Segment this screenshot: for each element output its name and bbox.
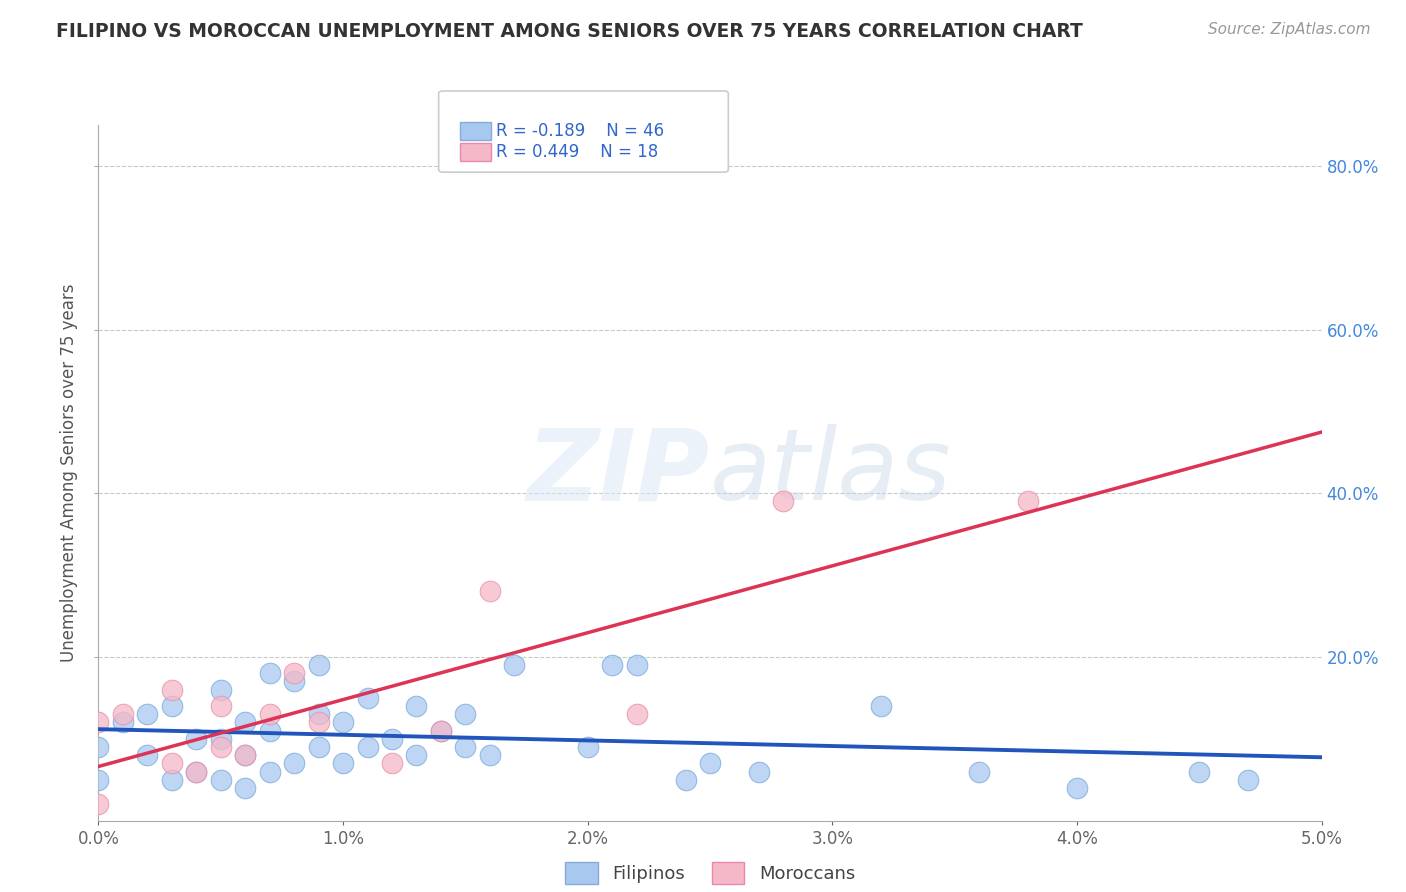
Point (356, 739, 378, 754)
Point (1066, 780, 1088, 795)
Point (1017, 494, 1039, 508)
Point (381, 756, 404, 771)
Point (160, 756, 183, 771)
Point (308, 739, 330, 754)
Point (259, 707, 281, 722)
Point (160, 699, 183, 714)
Point (160, 682, 183, 697)
Point (381, 731, 404, 746)
Point (454, 707, 477, 722)
Point (87, 715, 110, 730)
Point (209, 772, 232, 787)
Text: ZIP: ZIP (527, 425, 710, 521)
Point (259, 666, 281, 681)
Point (111, 707, 134, 722)
Point (503, 658, 526, 673)
Point (209, 699, 232, 714)
Y-axis label: Unemployment Among Seniors over 75 years: Unemployment Among Seniors over 75 years (60, 284, 79, 662)
Point (870, 699, 893, 714)
Point (87, 797, 110, 812)
Point (332, 756, 354, 771)
Point (186, 731, 208, 746)
Point (454, 739, 477, 754)
Point (136, 707, 159, 722)
Point (356, 690, 378, 705)
Legend: Filipinos, Moroccans: Filipinos, Moroccans (558, 855, 862, 892)
Point (209, 731, 232, 746)
Point (626, 707, 648, 722)
Point (478, 584, 501, 599)
Point (136, 748, 159, 763)
Point (478, 748, 501, 763)
Point (967, 764, 990, 779)
Point (233, 715, 256, 730)
Point (160, 772, 183, 787)
Point (259, 723, 281, 738)
Text: atlas: atlas (710, 425, 952, 521)
Point (233, 780, 256, 795)
Point (209, 739, 232, 754)
Point (308, 707, 330, 722)
Point (1188, 764, 1211, 779)
Point (1237, 772, 1260, 787)
Point (772, 494, 794, 508)
Point (186, 764, 208, 779)
Point (308, 658, 330, 673)
Point (259, 764, 281, 779)
Text: Source: ZipAtlas.com: Source: ZipAtlas.com (1208, 22, 1371, 37)
Point (576, 739, 599, 754)
Point (748, 764, 770, 779)
Point (405, 748, 427, 763)
Text: FILIPINO VS MOROCCAN UNEMPLOYMENT AMONG SENIORS OVER 75 YEARS CORRELATION CHART: FILIPINO VS MOROCCAN UNEMPLOYMENT AMONG … (56, 22, 1083, 41)
Text: R = 0.449    N = 18: R = 0.449 N = 18 (496, 143, 658, 161)
Point (283, 756, 305, 771)
Point (283, 674, 305, 689)
Point (233, 748, 256, 763)
Point (87, 772, 110, 787)
Point (111, 715, 134, 730)
Point (405, 699, 427, 714)
Point (600, 658, 623, 673)
Point (87, 739, 110, 754)
Point (209, 682, 232, 697)
Point (186, 764, 208, 779)
Point (675, 772, 697, 787)
Point (233, 748, 256, 763)
Point (430, 723, 453, 738)
Point (332, 715, 354, 730)
Point (626, 658, 648, 673)
Text: R = -0.189    N = 46: R = -0.189 N = 46 (496, 122, 665, 140)
Point (430, 723, 453, 738)
Point (308, 715, 330, 730)
Point (699, 756, 721, 771)
Point (283, 666, 305, 681)
